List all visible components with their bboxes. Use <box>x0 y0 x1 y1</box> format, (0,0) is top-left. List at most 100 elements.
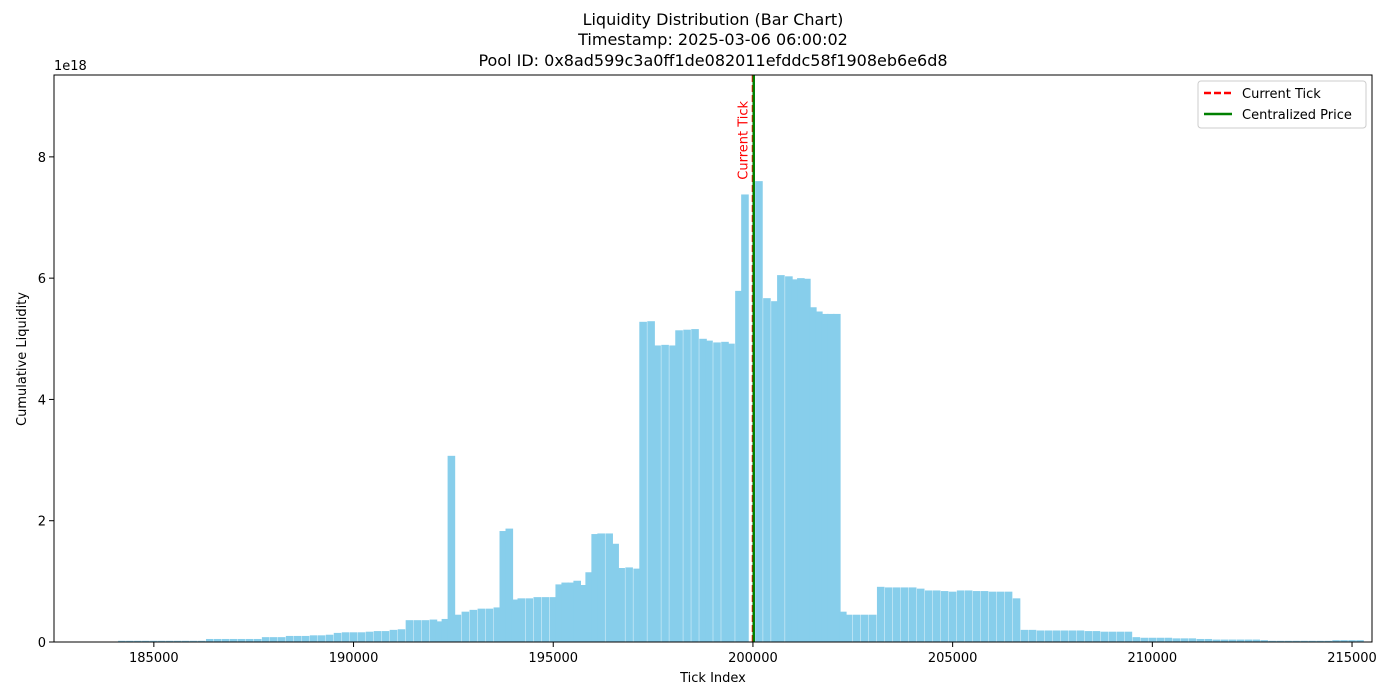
bar-155 <box>1292 640 1300 642</box>
bar-95 <box>821 313 829 642</box>
bar-91 <box>797 278 805 642</box>
bar-115 <box>972 591 981 642</box>
bar-146 <box>1220 639 1229 642</box>
chart-title-line-1: Liquidity Distribution (Bar Chart) <box>583 10 844 29</box>
bar-89 <box>785 276 793 642</box>
bar-6 <box>166 640 174 642</box>
bar-101 <box>860 614 869 642</box>
bar-118 <box>996 591 1005 642</box>
y-tick-label-3: 6 <box>38 272 46 287</box>
bar-100 <box>852 614 861 642</box>
bar-141 <box>1180 638 1189 642</box>
bar-133 <box>1116 631 1125 642</box>
bar-85 <box>755 181 763 642</box>
bar-112 <box>948 591 957 642</box>
x-tick-label-4: 205000 <box>928 651 978 666</box>
bar-81 <box>721 341 729 642</box>
bar-80 <box>713 342 721 642</box>
bar-65 <box>605 533 613 642</box>
bar-151 <box>1260 640 1268 642</box>
bar-68 <box>625 567 633 642</box>
bar-30 <box>357 632 366 642</box>
bar-86 <box>763 298 771 642</box>
bar-45 <box>469 609 478 642</box>
bar-145 <box>1212 639 1221 642</box>
bar-87 <box>771 301 779 642</box>
bar-20 <box>277 637 286 642</box>
bar-3 <box>142 640 150 642</box>
bar-55 <box>541 597 550 642</box>
bar-120 <box>1012 598 1021 642</box>
bar-111 <box>940 591 949 642</box>
bar-105 <box>892 587 901 642</box>
bar-54 <box>533 597 542 642</box>
bar-149 <box>1244 639 1252 642</box>
bar-67 <box>617 568 625 642</box>
bar-51 <box>511 599 520 642</box>
bar-83 <box>735 290 743 642</box>
bar-41 <box>441 618 450 642</box>
bar-159 <box>1324 640 1332 642</box>
bar-11 <box>205 638 214 642</box>
bar-99 <box>845 614 853 642</box>
bar-40 <box>435 621 444 642</box>
bar-31 <box>365 631 374 642</box>
bar-127 <box>1068 630 1077 642</box>
bar-75 <box>675 330 683 642</box>
bar-121 <box>1020 629 1029 642</box>
bar-15 <box>237 638 246 642</box>
bar-98 <box>839 611 847 642</box>
bar-66 <box>611 543 619 642</box>
bar-154 <box>1284 640 1292 642</box>
bar-157 <box>1308 640 1316 642</box>
bar-156 <box>1300 640 1308 642</box>
bar-32 <box>373 631 382 642</box>
bar-162 <box>1348 640 1356 642</box>
bar-10 <box>197 640 206 642</box>
x-axis-ticks: 185000 190000 195000 200000 205000 210000 2150… <box>129 642 1377 666</box>
bar-123 <box>1036 630 1045 642</box>
bar-59 <box>567 582 576 642</box>
bar-64 <box>597 533 605 642</box>
y-offset-label: 1e18 <box>54 59 87 74</box>
bar-23 <box>301 635 310 642</box>
bar-161 <box>1340 640 1348 642</box>
bar-12 <box>213 638 222 642</box>
bar-4 <box>150 640 158 642</box>
bar-113 <box>956 590 965 642</box>
bar-44 <box>461 611 470 642</box>
bar-13 <box>221 638 230 642</box>
bar-58 <box>561 582 570 642</box>
bar-79 <box>705 340 713 642</box>
bar-48 <box>493 607 502 642</box>
bar-7 <box>174 640 182 642</box>
bar-142 <box>1188 638 1197 642</box>
chart-title: Liquidity Distribution (Bar Chart) Times… <box>478 10 947 70</box>
bar-19 <box>269 637 278 642</box>
bar-158 <box>1316 640 1324 642</box>
x-tick-label-6: 215000 <box>1327 651 1377 666</box>
bar-134 <box>1124 631 1133 642</box>
bar-38 <box>421 620 430 642</box>
bar-152 <box>1268 640 1276 642</box>
x-tick-label-2: 195000 <box>528 651 578 666</box>
bar-147 <box>1228 639 1237 642</box>
bar-143 <box>1196 638 1205 642</box>
bar-88 <box>777 275 785 642</box>
bar-136 <box>1140 637 1149 642</box>
bar-42 <box>447 455 456 642</box>
bar-61 <box>579 585 587 642</box>
bar-122 <box>1028 629 1037 642</box>
bar-17 <box>253 638 262 642</box>
bar-25 <box>317 635 326 642</box>
chart-title-line-2: Timestamp: 2025-03-06 06:00:02 <box>577 30 848 49</box>
bar-60 <box>573 580 581 642</box>
bar-35 <box>397 629 406 642</box>
bar-94 <box>815 311 823 642</box>
bar-72 <box>653 345 661 642</box>
bar-160 <box>1332 640 1340 642</box>
bar-104 <box>884 587 893 642</box>
bar-series <box>118 181 1364 642</box>
legend-box <box>1197 80 1367 129</box>
